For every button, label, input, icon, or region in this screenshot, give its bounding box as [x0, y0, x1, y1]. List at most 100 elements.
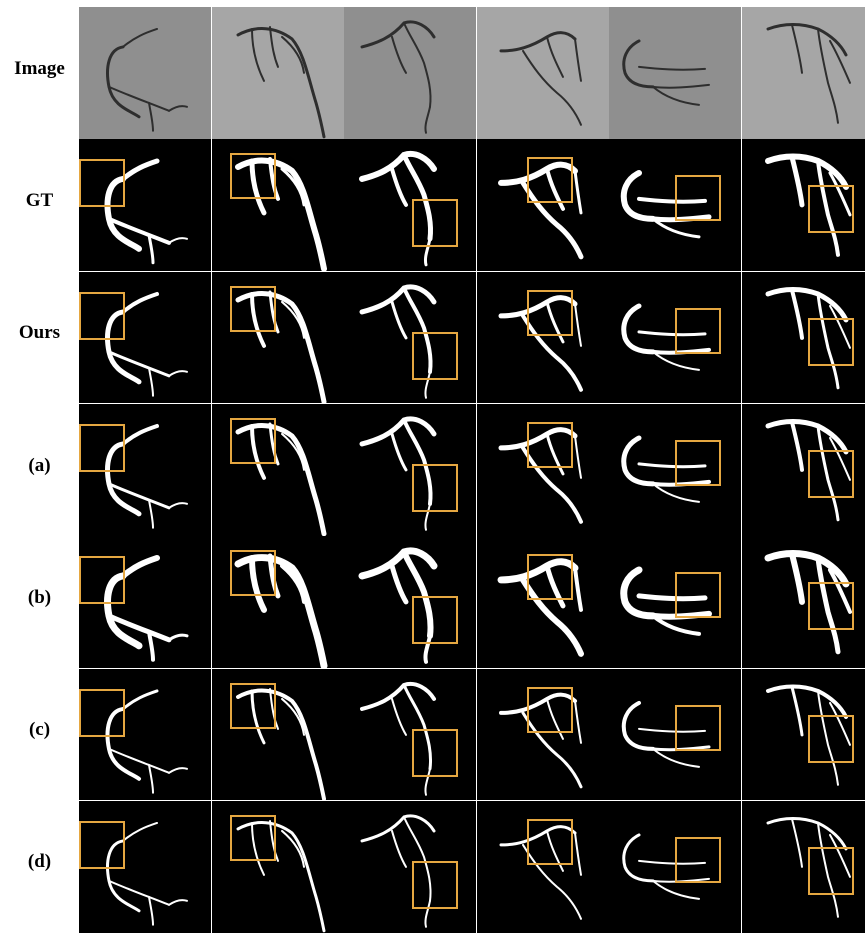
- vessel-branch: [149, 235, 153, 263]
- highlight-box: [527, 290, 573, 336]
- segmentation-tile-d-d: [477, 801, 609, 933]
- vessel-branch: [392, 831, 406, 867]
- row-label-ours: Ours: [0, 322, 79, 344]
- highlight-box: [412, 464, 458, 512]
- row-label-image: Image: [0, 58, 79, 80]
- segmentation-tile-ours-e: [609, 272, 741, 404]
- highlight-box: [230, 286, 276, 332]
- vessel-branch: [575, 171, 581, 213]
- vessel-branch: [575, 436, 581, 478]
- vessel-branch: [109, 351, 169, 375]
- angiogram-tile-image-e: [609, 7, 741, 139]
- highlight-box: [808, 318, 854, 366]
- segmentation-tile-b-d: [477, 536, 609, 668]
- highlight-box: [527, 687, 573, 733]
- vessel-branch: [362, 419, 434, 444]
- segmentation-tile-a-f: [742, 404, 865, 536]
- highlight-box: [230, 418, 276, 464]
- angiogram-vessels: [79, 7, 211, 139]
- segmentation-tile-c-d: [477, 669, 609, 801]
- segmentation-tile-d-b: [212, 801, 344, 933]
- vessel-branch: [792, 422, 802, 470]
- highlight-box: [675, 175, 721, 221]
- highlight-box: [808, 715, 854, 763]
- angiogram-background: [609, 7, 741, 139]
- vessel-branch: [575, 304, 581, 346]
- vessel-branch: [169, 238, 187, 243]
- highlight-box: [79, 556, 125, 604]
- segmentation-tile-ours-a: [79, 272, 211, 404]
- highlight-box: [675, 308, 721, 354]
- highlight-box: [808, 847, 854, 895]
- highlight-box: [230, 815, 276, 861]
- vessel-branch: [653, 881, 699, 899]
- vessel-branch: [575, 568, 581, 610]
- vessel-branch: [362, 154, 434, 179]
- highlight-box: [412, 596, 458, 644]
- vessel-branch: [123, 294, 157, 312]
- segmentation-tile-d-f: [742, 801, 865, 933]
- vessel-branch: [109, 881, 169, 905]
- segmentation-tile-b-b: [212, 536, 344, 668]
- vessel-branch: [792, 819, 802, 867]
- vessel-branch: [169, 768, 187, 773]
- highlight-box: [230, 153, 276, 199]
- segmentation-tile-a-b: [212, 404, 344, 536]
- vessel-branch: [123, 426, 157, 444]
- segmentation-tile-ours-b: [212, 272, 344, 404]
- vessel-branch: [624, 173, 653, 219]
- highlight-box: [412, 199, 458, 247]
- angiogram-vessels: [477, 7, 609, 139]
- vessel-branch: [792, 290, 802, 338]
- segmentation-tile-d-a: [79, 801, 211, 933]
- angiogram-background: [212, 7, 344, 139]
- highlight-box: [675, 440, 721, 486]
- vessel-branch: [149, 632, 153, 660]
- highlight-box: [808, 450, 854, 498]
- vessel-branch: [149, 500, 153, 528]
- angiogram-tile-image-f: [742, 7, 865, 139]
- row-label-d: (d): [0, 851, 79, 873]
- highlight-box: [527, 554, 573, 600]
- vessel-branch: [575, 833, 581, 875]
- highlight-box: [79, 292, 125, 340]
- highlight-box: [79, 689, 125, 737]
- vessel-branch: [624, 702, 653, 748]
- angiogram-tile-image-d: [477, 7, 609, 139]
- vessel-branch: [792, 554, 802, 602]
- highlight-box: [79, 821, 125, 869]
- angiogram-tile-image-a: [79, 7, 211, 139]
- segmentation-tile-gt-b: [212, 139, 344, 271]
- segmentation-tile-a-a: [79, 404, 211, 536]
- highlight-box: [675, 572, 721, 618]
- segmentation-tile-a-d: [477, 404, 609, 536]
- vessel-branch: [792, 157, 802, 205]
- vessel-branch: [624, 835, 653, 881]
- segmentation-tile-ours-c: [344, 272, 476, 404]
- segmentation-tile-gt-c: [344, 139, 476, 271]
- highlight-box: [412, 332, 458, 380]
- vessel-branch: [362, 551, 434, 576]
- vessel-branch: [392, 698, 406, 734]
- vessel-branch: [169, 900, 187, 905]
- highlight-box: [230, 683, 276, 729]
- vessel-branch: [123, 558, 157, 576]
- vessel-branch: [624, 438, 653, 484]
- vessel-branch: [123, 161, 157, 179]
- highlight-box: [527, 422, 573, 468]
- angiogram-tile-image-b: [212, 7, 344, 139]
- segmentation-tile-b-c: [344, 536, 476, 668]
- angiogram-vessels: [609, 7, 741, 139]
- vessel-branch: [362, 287, 434, 312]
- highlight-box: [675, 837, 721, 883]
- segmentation-tile-b-e: [609, 536, 741, 668]
- highlight-box: [808, 582, 854, 630]
- vessel-branch: [149, 897, 153, 925]
- angiogram-background: [477, 7, 609, 139]
- vessel-branch: [624, 570, 653, 616]
- segmentation-tile-gt-d: [477, 139, 609, 271]
- vessel-branch: [123, 690, 157, 708]
- segmentation-tile-gt-e: [609, 139, 741, 271]
- segmentation-tile-d-e: [609, 801, 741, 933]
- vessel-branch: [362, 816, 434, 841]
